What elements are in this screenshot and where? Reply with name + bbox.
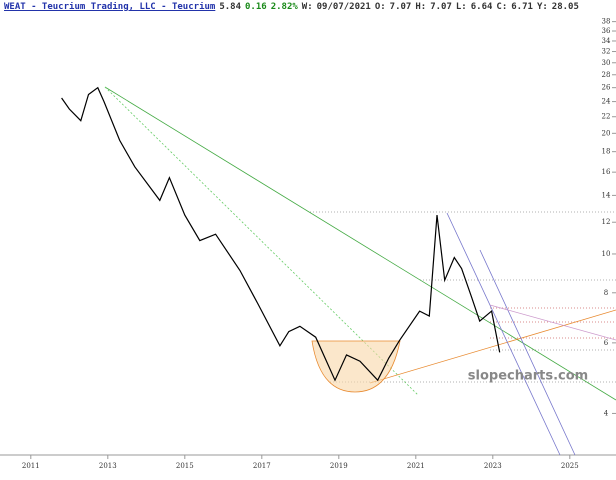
y-tick-label: 24 [602,98,611,106]
label: L: [455,2,467,12]
y-tick-label: 16 [602,168,611,176]
label: Y: [536,2,548,12]
y-tick-label: 36 [602,27,611,35]
label: C: [496,2,508,12]
price-line [61,86,501,382]
y-tick-label: 8 [604,289,608,297]
y-tick-label: 32 [602,48,611,56]
y-tick-label: 30 [602,59,611,67]
y-tick-label: 34 [602,37,611,45]
label: H: [415,2,427,12]
annotations [104,86,616,456]
trend-line [104,86,616,401]
y-tick-label: 4 [604,409,609,417]
y-tick-label: 14 [602,191,611,199]
open: 7.07 [389,2,412,12]
y-tick-label: 38 [602,18,611,26]
year-high: 28.05 [551,2,579,12]
y-tick-label: 28 [602,71,611,79]
cup-pattern [311,340,401,393]
close: 6.71 [511,2,533,12]
watermark: slopecharts.com [468,369,588,384]
y-tick-label: 12 [602,218,611,226]
last: 5.84 [219,2,242,12]
y-tick-label: 18 [602,148,611,156]
y-tick-label: 26 [602,84,611,92]
label: W: [301,2,313,12]
low: 6.64 [470,2,493,12]
x-tick-label: 2021 [407,462,425,470]
x-tick-label: 2025 [561,462,579,470]
high: 7.07 [430,2,452,12]
change: 0.16 [245,2,267,12]
y-tick-label: 10 [602,250,611,258]
y-tick-label: 20 [602,129,611,137]
y-tick-label: 6 [604,339,609,347]
x-tick-label: 2017 [253,462,271,470]
x-tick-label: 2023 [484,462,502,470]
channel-line [446,212,561,456]
channel-line [479,249,576,456]
date: 09/07/2021 [316,2,371,12]
trend-line [369,309,616,384]
symbol-title[interactable]: WEAT - Teucrium Trading, LLC - Teucrium [4,2,216,12]
change-pct: 2.82% [270,2,298,12]
trend-line [489,304,616,341]
y-tick-label: 22 [602,113,611,121]
label: O: [374,2,386,12]
x-tick-label: 2013 [99,462,117,470]
header: WEAT - Teucrium Trading, LLC - Teucrium 5… [4,2,616,12]
x-tick-label: 2019 [330,462,348,470]
x-tick-label: 2015 [176,462,194,470]
x-tick-label: 2011 [22,462,40,470]
